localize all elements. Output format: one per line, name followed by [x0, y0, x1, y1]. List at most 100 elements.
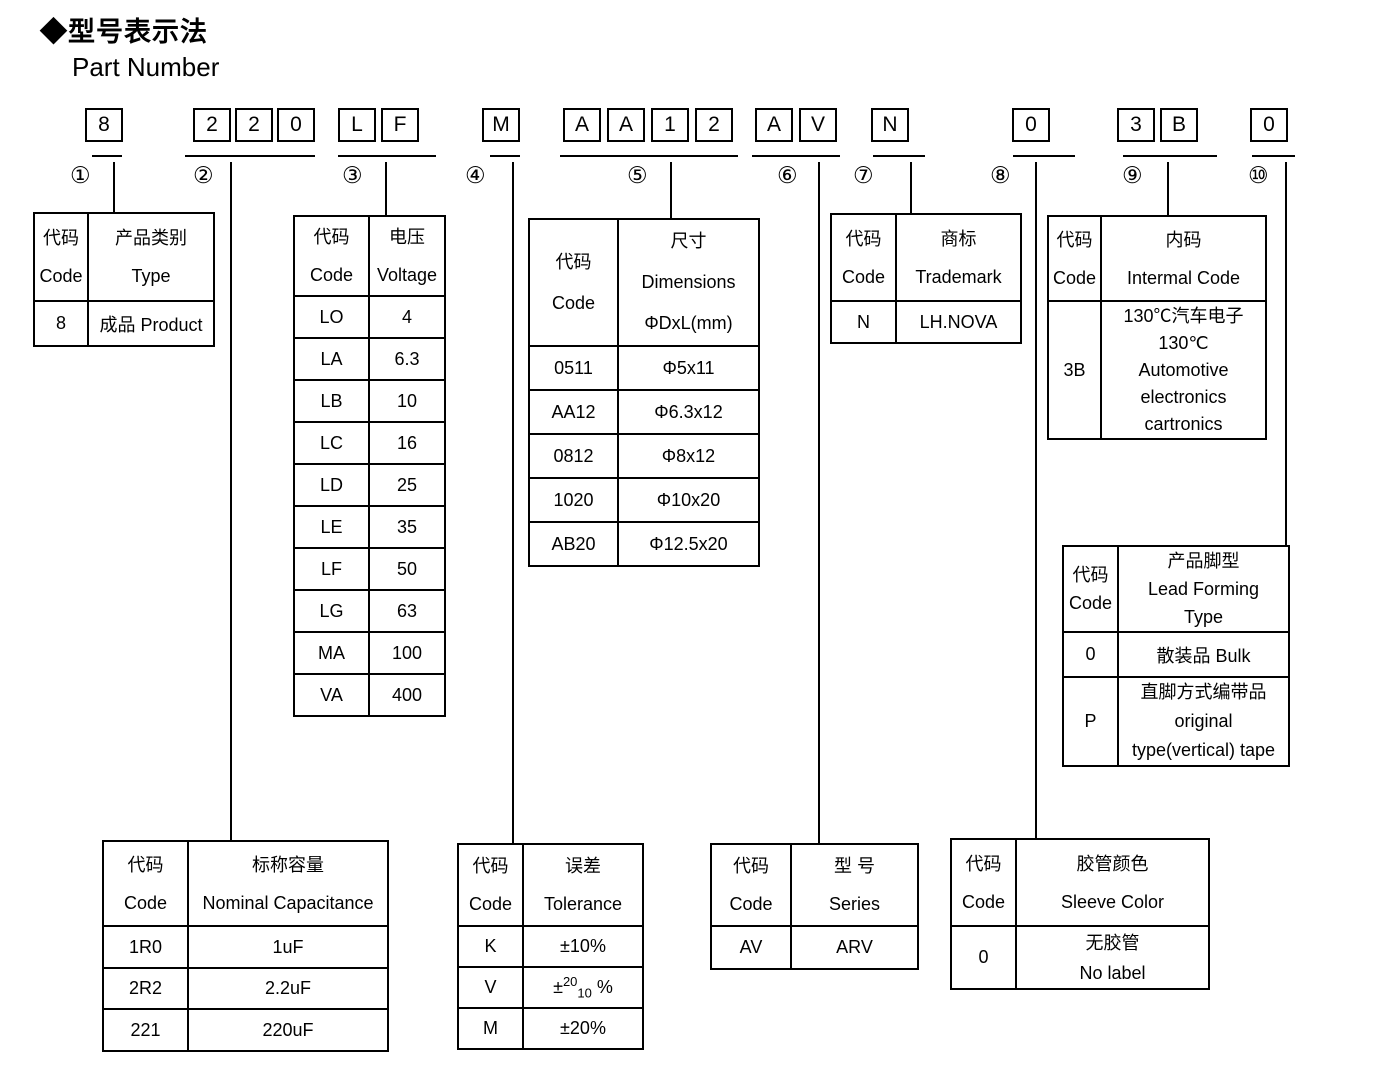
group-underline: [338, 155, 436, 157]
cell-code: P: [1062, 676, 1119, 767]
group-marker: ③: [342, 162, 363, 188]
table-row: LO 4: [293, 295, 446, 339]
header-code: 代码 Code: [33, 212, 89, 302]
header-code: 代码 Code: [457, 843, 524, 927]
cell-code: 8: [33, 300, 89, 347]
cell-value: 4: [368, 295, 446, 339]
group-marker: ⑩: [1248, 162, 1269, 188]
header-dimensions: 尺寸 Dimensions ΦDxL(mm): [617, 218, 760, 347]
cell-code: LC: [293, 421, 370, 465]
part-number-box: 2: [193, 108, 231, 142]
cell-code: LB: [293, 379, 370, 423]
table-row: AA12 Φ6.3x12: [528, 389, 760, 435]
connector-line: [230, 162, 232, 840]
cell-code: LF: [293, 547, 370, 591]
voltage-table: 代码 Code 电压 Voltage LO 4 LA 6.3 LB 10 LC 16 LD 2…: [293, 215, 446, 717]
tolerance-table: 代码 Code 误差 Tolerance K ±10% V ±2010 % M ±2…: [457, 843, 644, 1050]
group-marker: ⑥: [777, 162, 798, 188]
table-row: MA 100: [293, 631, 446, 675]
part-number-box: A: [755, 108, 793, 142]
part-number-box: 8: [85, 108, 123, 142]
header-code: 代码 Code: [1062, 545, 1119, 633]
table-row: LF 50: [293, 547, 446, 591]
connector-line: [1035, 162, 1037, 838]
cell-code: VA: [293, 673, 370, 717]
header-code: 代码 Code: [293, 215, 370, 297]
dimensions-table: 代码 Code 尺寸 Dimensions ΦDxL(mm) 0511 Φ5x11 AA…: [528, 218, 760, 567]
table-row: 3B 130℃汽车电子 130℃ Automotive electronics …: [1047, 300, 1267, 440]
cell-value: 直脚方式编带品 original type(vertical) tape: [1117, 676, 1290, 767]
cell-value: 130℃汽车电子 130℃ Automotive electronics car…: [1100, 300, 1267, 440]
table-header-row: 代码 Code 电压 Voltage: [293, 215, 446, 297]
lead-forming-table: 代码 Code 产品脚型 Lead Forming Type 0 散装品 Bulk P…: [1062, 545, 1290, 767]
group-underline: [1013, 155, 1075, 157]
table-header-row: 代码 Code 商标 Trademark: [830, 213, 1022, 302]
part-number-box: N: [871, 108, 909, 142]
connector-line: [385, 162, 387, 215]
connector-line: [512, 162, 514, 843]
product-type-table: 代码 Code 产品类别 Type 8 成品 Product: [33, 212, 215, 347]
table-row: LG 63: [293, 589, 446, 633]
cell-code: LD: [293, 463, 370, 507]
cell-code: 221: [102, 1008, 189, 1052]
header-code: 代码 Code: [102, 840, 189, 927]
group-underline: [560, 155, 738, 157]
cell-code: 0: [1062, 631, 1119, 678]
group-marker: ④: [465, 162, 486, 188]
cell-value: 35: [368, 505, 446, 549]
part-number-box: 0: [1250, 108, 1288, 142]
table-header-row: 代码 Code 胶管颜色 Sleeve Color: [950, 838, 1210, 927]
cell-code: AV: [710, 925, 792, 970]
table-header-row: 代码 Code 内码 Intermal Code: [1047, 215, 1267, 302]
connector-line: [113, 162, 115, 212]
cell-code: K: [457, 925, 524, 968]
header-series: 型 号 Series: [790, 843, 919, 927]
cell-code: 3B: [1047, 300, 1102, 440]
cell-code: 2R2: [102, 967, 189, 1010]
cell-code: LE: [293, 505, 370, 549]
table-header-row: 代码 Code 产品脚型 Lead Forming Type: [1062, 545, 1290, 633]
part-number-box: B: [1160, 108, 1198, 142]
table-row: 0511 Φ5x11: [528, 345, 760, 391]
header-code: 代码 Code: [1047, 215, 1102, 302]
cell-code: V: [457, 966, 524, 1009]
group-marker: ⑧: [990, 162, 1011, 188]
cell-value: 10: [368, 379, 446, 423]
table-row: 0 无胶管 No label: [950, 925, 1210, 990]
cell-value: Φ10x20: [617, 477, 760, 523]
table-row: LD 25: [293, 463, 446, 507]
cell-value: 成品 Product: [87, 300, 215, 347]
header-sleeve-color: 胶管颜色 Sleeve Color: [1015, 838, 1210, 927]
cell-value: LH.NOVA: [895, 300, 1022, 344]
cell-value: 25: [368, 463, 446, 507]
table-row: LE 35: [293, 505, 446, 549]
header-code: 代码 Code: [710, 843, 792, 927]
cell-value: Φ6.3x12: [617, 389, 760, 435]
cell-value: ARV: [790, 925, 919, 970]
header-tolerance: 误差 Tolerance: [522, 843, 644, 927]
cell-code: 0: [950, 925, 1017, 990]
cell-code: AB20: [528, 521, 619, 567]
group-marker: ⑨: [1122, 162, 1143, 188]
part-number-box: 2: [695, 108, 733, 142]
table-header-row: 代码 Code 标称容量 Nominal Capacitance: [102, 840, 389, 927]
part-number-box: L: [338, 108, 376, 142]
table-header-row: 代码 Code 误差 Tolerance: [457, 843, 644, 927]
part-number-box: M: [482, 108, 520, 142]
table-row: K ±10%: [457, 925, 644, 968]
table-row: VA 400: [293, 673, 446, 717]
table-row: P 直脚方式编带品 original type(vertical) tape: [1062, 676, 1290, 767]
table-row: 1020 Φ10x20: [528, 477, 760, 523]
cell-value: 1uF: [187, 925, 389, 969]
part-number-box: 3: [1117, 108, 1155, 142]
cell-value: 散装品 Bulk: [1117, 631, 1290, 678]
part-number-box: A: [607, 108, 645, 142]
cell-value: 63: [368, 589, 446, 633]
cell-code: 0511: [528, 345, 619, 391]
cell-value: Φ5x11: [617, 345, 760, 391]
cell-code: 1020: [528, 477, 619, 523]
connector-line: [1285, 162, 1287, 545]
table-row: LB 10: [293, 379, 446, 423]
table-header-row: 代码 Code 型 号 Series: [710, 843, 919, 927]
